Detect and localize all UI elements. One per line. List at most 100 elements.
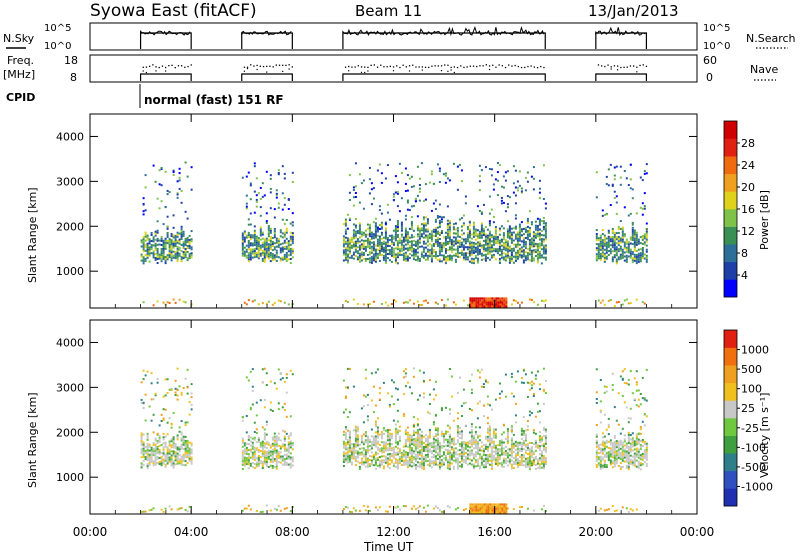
data-cell [438, 242, 441, 245]
data-cell [269, 191, 272, 194]
data-cell [398, 456, 401, 458]
data-cell [364, 459, 367, 462]
data-cell [497, 297, 500, 300]
data-cell [277, 461, 280, 463]
data-cell [522, 456, 525, 459]
data-cell [418, 229, 421, 232]
data-cell [456, 467, 459, 470]
data-cell [283, 409, 286, 411]
data-cell [160, 167, 163, 169]
data-cell [402, 254, 405, 257]
data-cell [174, 394, 177, 396]
data-cell [504, 210, 507, 213]
data-cell [462, 440, 465, 443]
data-cell [182, 464, 185, 466]
data-cell [528, 468, 531, 471]
data-cell [348, 442, 351, 445]
data-cell [168, 250, 171, 253]
data-cell [506, 456, 509, 459]
data-cell [166, 456, 169, 459]
data-cell [466, 252, 469, 255]
data-cell [408, 450, 411, 453]
data-cell [412, 452, 415, 455]
data-cell [532, 257, 535, 260]
data-cell [490, 464, 493, 466]
data-cell [358, 468, 361, 470]
data-cell [418, 369, 421, 372]
data-cell [243, 240, 246, 243]
data-cell [524, 247, 527, 250]
data-cell [478, 240, 481, 243]
data-cell [432, 398, 435, 401]
data-cell [450, 452, 453, 455]
data-cell [148, 443, 151, 446]
data-cell [631, 197, 634, 200]
data-cell [394, 428, 397, 431]
data-cell [448, 456, 451, 458]
data-cell [514, 402, 517, 405]
data-cell [186, 446, 189, 448]
data-cell [275, 449, 278, 452]
nave-window [342, 73, 546, 81]
data-cell [605, 237, 608, 240]
data-cell [597, 239, 600, 242]
data-cell [468, 462, 471, 465]
data-cell [440, 459, 443, 461]
data-cell [514, 237, 517, 240]
data-cell [402, 453, 405, 456]
data-cell [444, 252, 447, 254]
data-cell [243, 460, 246, 463]
data-cell [464, 460, 467, 462]
data-cell [388, 459, 391, 462]
data-cell [432, 464, 435, 467]
data-cell [154, 232, 157, 235]
data-cell [390, 447, 393, 450]
data-cell [402, 256, 405, 259]
data-cell [414, 459, 417, 462]
data-cell [526, 230, 529, 232]
data-cell [374, 248, 377, 251]
data-cell [422, 468, 425, 471]
data-cell [420, 223, 423, 226]
data-cell [273, 432, 276, 435]
data-cell [390, 252, 393, 255]
freq-point [613, 65, 616, 67]
data-cell [460, 449, 463, 452]
data-cell [186, 245, 189, 247]
data-cell [374, 230, 377, 233]
data-cell [394, 175, 397, 178]
data-cell [162, 419, 165, 422]
data-cell [356, 440, 359, 443]
data-cell [430, 452, 433, 455]
data-cell [166, 242, 169, 245]
data-cell [154, 453, 157, 456]
data-cell [162, 243, 165, 246]
freq-point [633, 65, 635, 67]
data-cell [402, 451, 405, 454]
data-cell [458, 443, 461, 445]
data-cell [522, 464, 525, 467]
data-cell [392, 253, 395, 256]
data-cell [386, 238, 389, 241]
data-cell [380, 181, 383, 184]
data-cell [142, 260, 145, 263]
data-cell [631, 236, 634, 239]
data-cell [508, 247, 511, 250]
data-cell [354, 192, 357, 194]
data-cell [158, 253, 161, 256]
data-cell [438, 167, 441, 170]
data-cell [352, 235, 355, 238]
data-cell [530, 221, 533, 224]
data-cell [174, 463, 177, 466]
data-cell [271, 452, 274, 455]
data-cell [432, 255, 435, 258]
data-cell [518, 237, 521, 240]
data-cell [160, 413, 163, 416]
data-cell [460, 433, 463, 436]
data-cell [390, 238, 393, 241]
freq-point [243, 66, 246, 68]
data-cell [414, 457, 417, 460]
data-cell [536, 251, 539, 254]
data-cell [412, 444, 415, 447]
data-cell [182, 300, 185, 303]
